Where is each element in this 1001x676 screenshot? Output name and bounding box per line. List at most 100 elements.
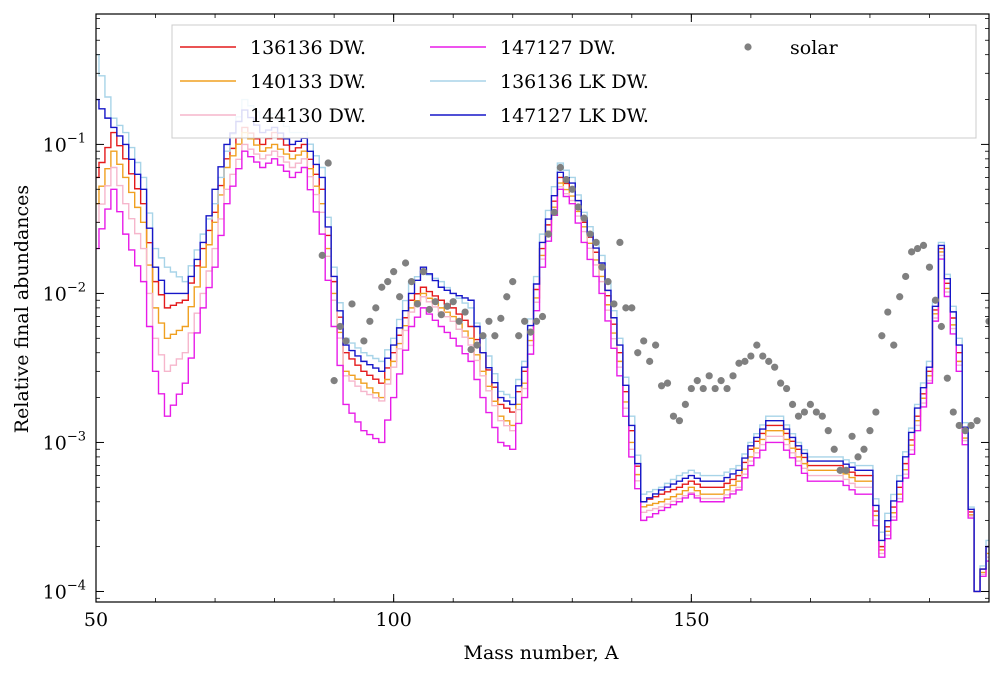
solar-point: [913, 244, 922, 253]
solar-point: [640, 337, 648, 345]
solar-point: [390, 268, 398, 276]
solar-point: [419, 268, 428, 276]
solar-point: [753, 341, 761, 349]
solar-point: [586, 230, 594, 238]
solar-point: [574, 203, 582, 211]
solar-point: [908, 248, 916, 256]
solar-point: [348, 300, 356, 308]
x-tick-label: 50: [84, 609, 108, 631]
solar-point: [866, 427, 874, 435]
solar-point: [723, 384, 731, 393]
solar-point: [378, 283, 386, 291]
y-tick-label: 10−1: [43, 131, 86, 156]
solar-point: [699, 384, 707, 393]
y-tick-label: 10−2: [43, 280, 86, 305]
solar-point: [741, 357, 749, 365]
solar-point: [526, 328, 535, 336]
solar-point: [372, 304, 380, 312]
solar-point: [401, 259, 410, 267]
legend: 136136 DW. 140133 DW. 144130 DW. 147127 DW.…: [171, 24, 977, 139]
solar-point: [330, 377, 338, 385]
solar-point: [515, 332, 523, 340]
solar-point: [687, 384, 695, 393]
solar-point: [336, 322, 344, 331]
solar-point: [598, 263, 606, 271]
solar-point: [884, 308, 892, 316]
solar-point: [788, 400, 797, 409]
solar-point: [461, 308, 469, 316]
solar-point: [669, 412, 678, 420]
solar-point: [848, 432, 856, 440]
solar-point: [681, 400, 689, 409]
solar-point: [663, 379, 672, 387]
legend-label: 136136 DW.: [250, 37, 366, 59]
legend-label: solar: [790, 37, 839, 59]
solar-point: [890, 341, 898, 349]
solar-point: [324, 159, 332, 167]
solar-point: [759, 352, 767, 360]
solar-point: [919, 241, 928, 250]
solar-point: [610, 300, 618, 308]
solar-point: [396, 293, 404, 301]
solar-point: [550, 208, 559, 216]
solar-point: [485, 317, 493, 325]
solar-point: [467, 345, 475, 354]
solar-point: [705, 372, 713, 380]
solar-point: [735, 359, 743, 367]
solar-point: [925, 263, 934, 271]
solar-point: [818, 412, 826, 420]
solar-point: [967, 421, 975, 430]
y-axis-ticks: 10−4 10−3 10−2 10−1: [43, 18, 989, 603]
solar-point: [503, 293, 511, 301]
solar-point: [931, 296, 940, 304]
y-tick-label: 10−3: [43, 429, 86, 454]
solar-point: [854, 453, 862, 461]
solar-point: [407, 278, 416, 286]
solar-point: [973, 417, 981, 425]
solar-point: [509, 278, 517, 286]
solar-point: [431, 298, 439, 306]
solar-point: [556, 163, 564, 172]
solar-point: [497, 314, 505, 322]
x-tick-label: 150: [673, 609, 709, 631]
legend-label: 140133 DW.: [250, 71, 366, 93]
solar-point: [747, 352, 755, 360]
solar-point: [729, 372, 737, 380]
solar-point: [860, 445, 868, 453]
legend-swatch: [744, 43, 752, 51]
solar-point: [562, 176, 570, 184]
x-axis-ticks: 50 100 150: [84, 14, 990, 631]
solar-point: [449, 298, 457, 306]
series-line-4: [96, 150, 989, 593]
solar-point: [455, 317, 463, 325]
solar-point: [538, 312, 547, 321]
solar-point: [628, 304, 636, 312]
solar-point: [634, 349, 642, 357]
solar-point: [443, 302, 451, 310]
solar-point: [943, 374, 951, 382]
solar-point: [782, 384, 791, 393]
solar-point: [360, 337, 368, 345]
solar-point: [384, 278, 392, 286]
solar-point: [580, 214, 588, 222]
solar-point: [824, 427, 832, 435]
y-axis-label: Relative final abundances: [11, 185, 33, 433]
solar-point: [806, 400, 815, 409]
solar-point: [657, 382, 666, 390]
legend-label: 147127 LK DW.: [500, 105, 649, 127]
solar-point: [878, 332, 886, 340]
solar-point: [896, 293, 904, 301]
solar-point: [366, 317, 374, 325]
solar-point: [568, 185, 576, 193]
solar-point: [544, 230, 553, 238]
solar-point: [622, 304, 630, 312]
solar-point: [425, 305, 433, 314]
legend-box: [171, 24, 977, 139]
solar-point: [646, 357, 654, 365]
solar-point: [777, 379, 785, 387]
y-tick-label: 10−4: [43, 578, 86, 603]
solar-point: [711, 384, 719, 393]
solar-point: [836, 466, 844, 474]
solar-point: [318, 251, 326, 259]
